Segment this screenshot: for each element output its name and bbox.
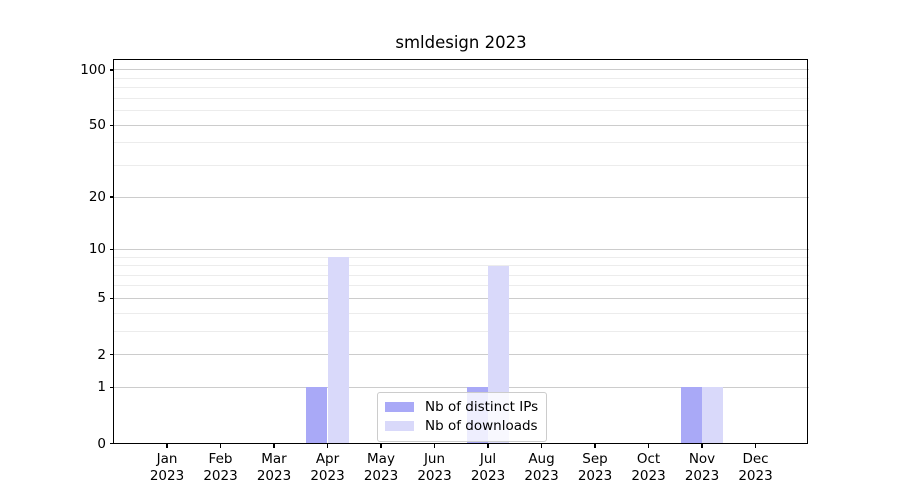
- y-tick-label: 20: [88, 189, 106, 206]
- x-tick-label: Jul 2023: [460, 451, 516, 484]
- x-tick-month: Oct: [636, 451, 661, 467]
- x-tick-month: Mar: [261, 451, 287, 467]
- x-tick-year: 2023: [577, 467, 613, 484]
- x-tick-label: Jun 2023: [407, 451, 463, 484]
- x-tick: [594, 443, 596, 448]
- x-tick-label: Nov 2023: [674, 451, 730, 484]
- x-tick-label: Mar 2023: [246, 451, 302, 484]
- gridline-minor: [113, 142, 809, 144]
- x-tick-label: Aug 2023: [514, 451, 570, 484]
- bar-distinct-ips: [306, 387, 328, 444]
- y-tick-label: 2: [97, 346, 106, 363]
- x-tick-month: Apr: [315, 451, 340, 467]
- y-tick-label: 0: [97, 435, 106, 452]
- bar-downloads: [702, 387, 724, 444]
- x-tick-label: May 2023: [353, 451, 409, 484]
- y-tick-label: 100: [80, 61, 106, 78]
- x-tick: [380, 443, 382, 448]
- x-tick-month: Feb: [208, 451, 233, 467]
- x-tick-month: Sep: [582, 451, 608, 467]
- y-tick: [109, 248, 114, 251]
- legend-swatch-downloads-icon: [385, 421, 414, 432]
- y-tick: [109, 124, 114, 126]
- gridline-major: [113, 124, 809, 126]
- x-tick: [326, 443, 329, 448]
- gridline-minor: [113, 87, 809, 89]
- gridline-major: [113, 354, 809, 356]
- x-tick: [754, 443, 757, 448]
- x-tick-label: Sep 2023: [567, 451, 623, 484]
- x-tick: [166, 443, 168, 448]
- y-tick: [109, 442, 114, 445]
- legend-item-downloads: Nb of downloads: [385, 417, 538, 437]
- x-tick-year: 2023: [363, 467, 399, 484]
- x-tick-year: 2023: [310, 467, 345, 484]
- y-tick-label: 10: [88, 241, 106, 258]
- x-tick-year: 2023: [149, 467, 185, 484]
- legend-label-distinct-ips: Nb of distinct IPs: [425, 398, 539, 415]
- gridline-major: [113, 69, 809, 71]
- gridline-major: [113, 196, 809, 198]
- y-tick-label: 1: [97, 379, 106, 396]
- legend-swatch-distinct-ips-icon: [385, 401, 414, 412]
- gridline-minor: [113, 285, 809, 287]
- x-tick-year: 2023: [470, 467, 506, 484]
- y-tick: [109, 297, 114, 300]
- x-tick-label: Jan 2023: [139, 451, 195, 484]
- x-tick: [540, 443, 543, 448]
- x-tick: [273, 443, 275, 448]
- bar-downloads: [327, 257, 349, 444]
- legend-label-downloads: Nb of downloads: [425, 418, 538, 435]
- gridline-minor: [113, 256, 809, 258]
- x-tick-label: Oct 2023: [621, 451, 677, 484]
- y-tick-label: 5: [97, 290, 106, 307]
- y-tick-label: 50: [88, 117, 106, 134]
- x-tick-month: Jan: [156, 451, 178, 467]
- y-tick: [109, 353, 114, 356]
- bar-distinct-ips: [680, 387, 702, 444]
- gridline-minor: [113, 330, 809, 332]
- x-tick-year: 2023: [684, 467, 720, 484]
- x-tick-year: 2023: [256, 467, 292, 484]
- chart-title: smldesign 2023: [395, 33, 527, 52]
- x-tick-year: 2023: [631, 467, 666, 484]
- gridline-minor: [113, 165, 809, 167]
- legend-item-distinct-ips: Nb of distinct IPs: [385, 397, 538, 417]
- gridline-major: [113, 248, 809, 250]
- gridline-minor: [113, 312, 809, 314]
- gridline-major: [113, 297, 809, 299]
- y-tick: [109, 196, 114, 198]
- x-tick-label: Dec 2023: [728, 451, 784, 484]
- x-tick-year: 2023: [203, 467, 238, 484]
- x-tick-year: 2023: [738, 467, 773, 484]
- x-tick-month: Jun: [423, 451, 446, 467]
- legend: Nb of distinct IPs Nb of downloads: [377, 392, 548, 442]
- y-tick: [109, 386, 114, 389]
- gridline-minor: [113, 265, 809, 267]
- x-tick-year: 2023: [524, 467, 559, 484]
- x-tick-month: May: [367, 451, 395, 467]
- y-tick: [109, 69, 114, 71]
- x-tick: [647, 443, 650, 448]
- gridline-minor: [113, 77, 809, 79]
- x-tick-month: Dec: [742, 451, 769, 467]
- gridline-major: [113, 386, 809, 388]
- x-tick-month: Aug: [528, 451, 555, 467]
- x-tick: [487, 443, 489, 448]
- gridline-minor: [113, 274, 809, 276]
- x-tick: [219, 443, 222, 448]
- x-tick-label: Feb 2023: [193, 451, 249, 484]
- x-tick: [701, 443, 703, 448]
- x-tick: [433, 443, 436, 448]
- gridline-minor: [113, 110, 809, 112]
- x-tick-year: 2023: [417, 467, 452, 484]
- gridline-minor: [113, 97, 809, 99]
- x-tick-month: Jul: [479, 451, 497, 467]
- x-tick-label: Apr 2023: [300, 451, 356, 484]
- x-tick-month: Nov: [688, 451, 716, 467]
